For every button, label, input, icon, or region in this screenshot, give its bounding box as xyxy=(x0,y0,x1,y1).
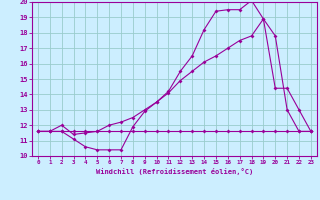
X-axis label: Windchill (Refroidissement éolien,°C): Windchill (Refroidissement éolien,°C) xyxy=(96,168,253,175)
